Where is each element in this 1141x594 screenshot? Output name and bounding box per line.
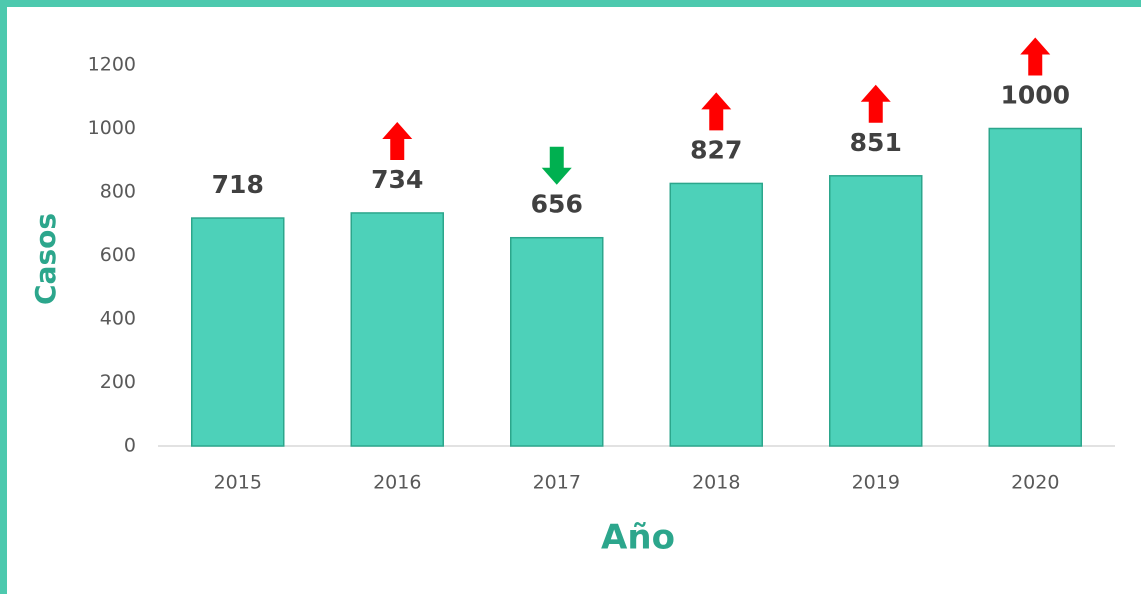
y-tick-label: 200 [100, 371, 136, 393]
x-tick-label: 2018 [692, 472, 740, 494]
value-label: 827 [690, 135, 742, 164]
x-tick-label: 2019 [852, 472, 900, 494]
x-axis-label: Año [601, 518, 675, 558]
bar [510, 236, 604, 447]
arrow-up [860, 84, 891, 123]
y-tick-label: 400 [100, 308, 136, 330]
value-label: 1000 [1000, 81, 1070, 110]
arrow-up [1020, 37, 1051, 76]
bar [988, 127, 1082, 447]
y-tick-label: 800 [100, 181, 136, 203]
bar [669, 182, 763, 447]
y-tick-label: 1200 [88, 54, 136, 76]
y-tick-label: 0 [124, 435, 136, 457]
value-label: 734 [371, 165, 423, 194]
y-tick-label: 1000 [88, 117, 136, 139]
arrow-up [701, 92, 732, 131]
value-label: 718 [212, 170, 264, 199]
x-tick-label: 2015 [214, 472, 262, 494]
arrow-up [382, 121, 413, 160]
bar [829, 175, 923, 447]
bar [350, 212, 444, 447]
arrow-down [541, 146, 572, 185]
x-tick-label: 2016 [373, 472, 421, 494]
x-tick-label: 2017 [533, 472, 581, 494]
bar [191, 217, 285, 447]
value-label: 851 [850, 128, 902, 157]
value-label: 656 [531, 190, 583, 219]
y-axis-label: Casos [29, 213, 62, 305]
x-tick-label: 2020 [1011, 472, 1059, 494]
y-tick-label: 600 [100, 244, 136, 266]
chart: Año Casos 0 200 400 600 800 1000 1200 2015 718 20… [29, 37, 1115, 558]
